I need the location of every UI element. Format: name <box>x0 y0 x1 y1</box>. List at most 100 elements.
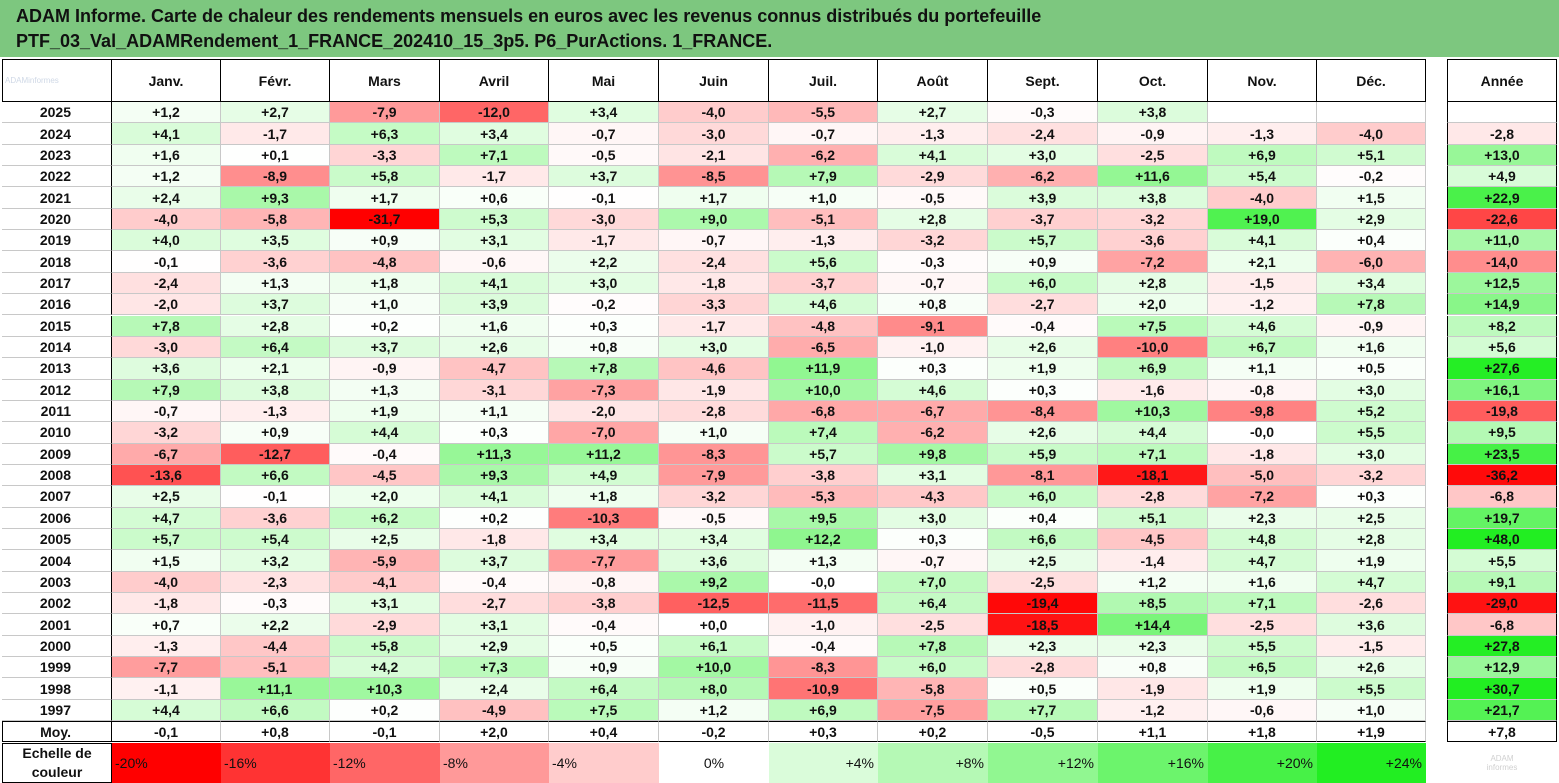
title-line-1: ADAM Informe. Carte de chaleur des rende… <box>16 6 1042 26</box>
heatmap-cell: +2,7 <box>878 102 988 124</box>
heatmap-cell: -2,3 <box>221 571 330 594</box>
heatmap-cell: +6,0 <box>878 657 988 679</box>
heatmap-cell: +3,0 <box>659 336 769 359</box>
month-header: Juil. <box>769 59 878 102</box>
heatmap-cell: -1,3 <box>112 635 221 658</box>
heatmap-cell: -3,2 <box>878 230 988 252</box>
average-cell: -0,1 <box>112 721 221 743</box>
average-cell: +0,3 <box>769 721 878 743</box>
heatmap-cell: +8,5 <box>1098 593 1208 615</box>
heatmap-cell: +4,1 <box>878 144 988 167</box>
heatmap-cell: +2,1 <box>1208 251 1317 273</box>
heatmap-cell: -0,4 <box>988 315 1098 337</box>
heatmap-cell: +5,7 <box>112 529 221 551</box>
heatmap-cell: +5,7 <box>769 443 878 465</box>
scale-swatch: -20% <box>112 742 221 783</box>
heatmap-cell: -3,0 <box>112 336 221 359</box>
heatmap-cell: -1,5 <box>1317 635 1426 658</box>
heatmap-cell: +2,0 <box>1098 294 1208 316</box>
year-total-cell: +48,0 <box>1447 529 1557 551</box>
heatmap-cell: +6,0 <box>988 486 1098 508</box>
year-label: 2016 <box>2 294 112 316</box>
heatmap-cell: +3,4 <box>440 123 549 145</box>
year-total-cell: +19,7 <box>1447 507 1557 529</box>
month-header: Févr. <box>221 59 330 102</box>
heatmap-cell: -1,9 <box>659 379 769 401</box>
heatmap-cell: +9,3 <box>440 464 549 487</box>
heatmap-cell: +11,6 <box>1098 166 1208 188</box>
heatmap-cell: -0,9 <box>330 358 440 380</box>
average-cell: +2,0 <box>440 721 549 743</box>
heatmap-cell: -2,8 <box>1098 486 1208 508</box>
month-header: Mars <box>330 59 440 102</box>
heatmap-cell: -4,6 <box>659 358 769 380</box>
year-label: 2025 <box>2 102 112 124</box>
heatmap-cell: -13,6 <box>112 464 221 487</box>
year-label: 2003 <box>2 571 112 594</box>
heatmap-cell: -1,8 <box>440 529 549 551</box>
heatmap-cell: +3,8 <box>1098 102 1208 124</box>
heatmap-cell: -4,0 <box>659 102 769 124</box>
heatmap-cell: +1,5 <box>112 550 221 572</box>
year-label: 2005 <box>2 529 112 551</box>
heatmap-cell: -2,4 <box>112 272 221 295</box>
heatmap-cell: -2,5 <box>1098 144 1208 167</box>
heatmap-cell: -0,7 <box>878 272 988 295</box>
heatmap-cell: -2,7 <box>440 593 549 615</box>
heatmap-cell: +1,7 <box>659 187 769 209</box>
heatmap-cell: +4,4 <box>1098 422 1208 444</box>
heatmap-cell: +2,8 <box>1098 272 1208 295</box>
year-label: 2023 <box>2 144 112 167</box>
year-total-cell: +12,5 <box>1447 272 1557 295</box>
heatmap-cell: -7,7 <box>549 550 659 572</box>
heatmap-cell: +9,0 <box>659 208 769 231</box>
heatmap-cell: +6,9 <box>769 699 878 722</box>
year-total-cell: -36,2 <box>1447 464 1557 487</box>
heatmap-cell: +6,5 <box>1208 657 1317 679</box>
heatmap-cell: -3,6 <box>1098 230 1208 252</box>
heatmap-cell: -7,5 <box>878 699 988 722</box>
year-total-cell: +4,9 <box>1447 166 1557 188</box>
heatmap-cell: -19,4 <box>988 593 1098 615</box>
heatmap-cell: -11,5 <box>769 593 878 615</box>
heatmap-cell: -18,1 <box>1098 464 1208 487</box>
heatmap-cell: -2,7 <box>988 294 1098 316</box>
heatmap-cell: +3,9 <box>988 187 1098 209</box>
heatmap-cell: +7,7 <box>988 699 1098 722</box>
heatmap-cell: +5,1 <box>1317 144 1426 167</box>
heatmap-cell: -2,4 <box>988 123 1098 145</box>
heatmap-cell: -2,9 <box>878 166 988 188</box>
heatmap-cell: -4,7 <box>440 358 549 380</box>
heatmap-cell: -3,2 <box>659 486 769 508</box>
heatmap-cell: +14,4 <box>1098 614 1208 636</box>
heatmap-cell: -0,1 <box>549 187 659 209</box>
heatmap-cell: +2,6 <box>988 336 1098 359</box>
heatmap-cell: +2,5 <box>112 486 221 508</box>
month-header: Nov. <box>1208 59 1317 102</box>
heatmap-cell: +2,3 <box>988 635 1098 658</box>
heatmap-cell: +4,7 <box>1317 571 1426 594</box>
year-total-cell: -6,8 <box>1447 486 1557 508</box>
heatmap-cell: +5,8 <box>330 635 440 658</box>
year-label: 2019 <box>2 230 112 252</box>
heatmap-cell: -2,9 <box>330 614 440 636</box>
heatmap-cell: -0,0 <box>769 571 878 594</box>
heatmap-cell: +5,6 <box>769 251 878 273</box>
heatmap-cell: +7,8 <box>1317 294 1426 316</box>
heatmap-cell: -8,5 <box>659 166 769 188</box>
heatmap-cell: -3,0 <box>549 208 659 231</box>
month-header: Déc. <box>1317 59 1426 102</box>
heatmap-cell: +3,5 <box>221 230 330 252</box>
heatmap-cell: -12,5 <box>659 593 769 615</box>
heatmap-cell: -3,2 <box>112 422 221 444</box>
heatmap-cell: +1,9 <box>1208 678 1317 700</box>
heatmap-cell: +1,8 <box>330 272 440 295</box>
heatmap-cell: +2,0 <box>330 486 440 508</box>
scale-swatch: 0% <box>659 742 769 783</box>
heatmap-cell: -5,1 <box>221 657 330 679</box>
month-header: Août <box>878 59 988 102</box>
heatmap-cell: +4,2 <box>330 657 440 679</box>
year-label: 2002 <box>2 593 112 615</box>
heatmap-cell: +2,8 <box>1317 529 1426 551</box>
heatmap-cell: +7,9 <box>769 166 878 188</box>
